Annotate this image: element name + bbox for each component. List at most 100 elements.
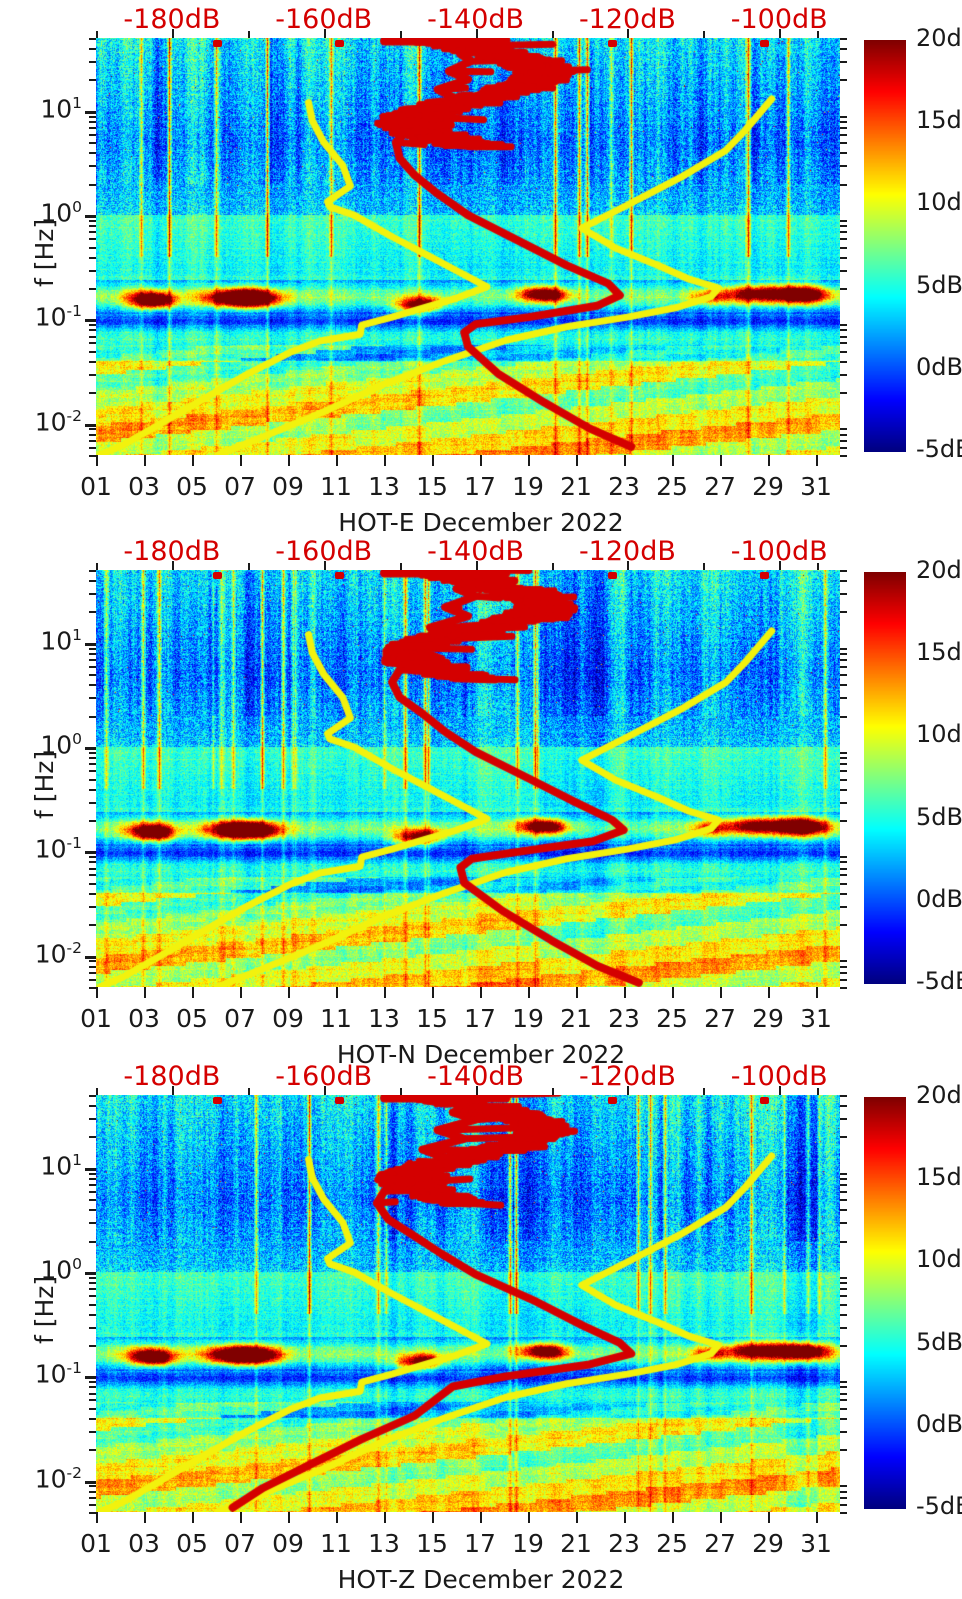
y-axis-minor-tick-right (840, 1276, 847, 1279)
y-axis-tick-label: 10-1 (35, 1359, 82, 1388)
y-axis-minor-tick (89, 61, 96, 64)
x-axis-tick-label: 05 (176, 472, 208, 501)
colorbar (864, 572, 906, 984)
x-axis-tick (672, 1512, 674, 1523)
y-axis-minor-tick (89, 1276, 96, 1279)
y-axis-minor-tick (89, 788, 96, 791)
top-axis-db-label: -100dB (730, 4, 828, 35)
x-axis-tick-label: 27 (704, 472, 736, 501)
y-axis-minor-tick-right (840, 924, 847, 927)
y-axis-minor-tick (89, 1512, 96, 1514)
colorbar-tick-label: 10dB (916, 720, 962, 749)
y-axis-minor-tick-right (840, 1490, 847, 1493)
top-axis-tick (627, 1086, 630, 1095)
x-axis-tick (96, 987, 98, 998)
y-axis-minor-tick (89, 593, 96, 596)
x-axis-tick (768, 1512, 770, 1523)
y-axis-minor-tick (89, 1386, 96, 1389)
y-tick-exponent: -1 (66, 834, 82, 853)
y-axis-minor-tick (89, 133, 96, 136)
x-axis-tick (336, 987, 338, 998)
y-axis-minor-tick (89, 165, 96, 168)
spectrogram-image-n (96, 570, 840, 987)
x-axis-tick-label: 11 (320, 472, 352, 501)
y-axis-minor-tick-right (840, 1386, 847, 1389)
y-axis-minor-tick-right (840, 987, 847, 989)
y-axis-minor-tick (89, 219, 96, 222)
x-axis-tick-label: 27 (704, 1529, 736, 1558)
x-axis-tick-label: 25 (656, 1004, 688, 1033)
y-tick-base: 10 (34, 1463, 67, 1493)
y-axis-minor-tick-right (840, 1417, 847, 1420)
top-axis-marker-dot (213, 1097, 223, 1104)
x-axis-tick (816, 987, 818, 998)
y-axis-minor-tick (89, 246, 96, 249)
y-axis-minor-tick-right (840, 882, 847, 885)
top-axis-tick (323, 29, 326, 38)
x-axis-tick-label: 23 (608, 1529, 640, 1558)
x-axis-tick-label: 15 (416, 472, 448, 501)
y-tick-base: 10 (34, 1359, 67, 1389)
y-axis-minor-tick (89, 433, 96, 436)
y-axis-minor-tick-right (840, 1449, 847, 1452)
y-axis-minor-tick-right (840, 1313, 847, 1316)
x-axis-tick (528, 987, 530, 998)
y-axis-major-tick (85, 1376, 96, 1380)
y-axis-minor-tick-right (840, 61, 847, 64)
x-axis-tick-label: 23 (608, 1004, 640, 1033)
y-axis-minor-tick (89, 819, 96, 822)
x-axis-tick (720, 987, 722, 998)
x-axis-tick (432, 1512, 434, 1523)
y-axis-minor-tick-right (840, 652, 847, 655)
top-axis-db-label: -160dB (275, 4, 373, 35)
panel-title-n: HOT-N December 2022 (336, 1040, 626, 1069)
x-axis-tick (336, 1512, 338, 1523)
top-axis-tick (779, 29, 782, 38)
y-axis-minor-tick (89, 1490, 96, 1493)
y-axis-minor-tick-right (840, 1172, 847, 1175)
y-axis-minor-tick (89, 960, 96, 963)
top-axis-marker-dot (760, 1097, 770, 1104)
panel-title-z: HOT-Z December 2022 (337, 1565, 625, 1594)
y-tick-base: 10 (40, 626, 73, 656)
y-axis-minor-tick-right (840, 1095, 847, 1097)
y-axis-minor-tick (89, 1417, 96, 1420)
y-axis-minor-tick (89, 142, 96, 145)
y-axis-tick-label: 10-1 (35, 302, 82, 331)
y-axis-minor-tick-right (840, 778, 847, 781)
y-tick-base: 10 (40, 94, 73, 124)
colorbar-tick-label: 5dB (916, 270, 962, 299)
y-axis-tick-label: 10-2 (35, 1464, 82, 1493)
y-tick-base: 10 (34, 938, 67, 968)
y-axis-minor-tick-right (840, 971, 847, 974)
y-axis-minor-tick-right (840, 256, 847, 259)
colorbar-tick-label: 0dB (916, 1409, 962, 1438)
y-axis-minor-tick-right (840, 1209, 847, 1212)
y-axis-minor-tick (89, 715, 96, 718)
y-axis-minor-tick (89, 611, 96, 614)
top-axis-minor-tick (247, 31, 250, 38)
x-axis-tick (768, 987, 770, 998)
y-tick-base: 10 (40, 198, 73, 228)
x-axis-tick (528, 455, 530, 466)
y-axis-minor-tick (89, 231, 96, 234)
y-tick-base: 10 (34, 302, 67, 332)
top-axis-minor-tick (551, 31, 554, 38)
y-axis-minor-tick (89, 269, 96, 272)
y-axis-minor-tick (89, 38, 96, 40)
y-axis-tick-label: 10-2 (35, 939, 82, 968)
y-axis-minor-tick (89, 647, 96, 650)
y-axis-minor-tick-right (840, 757, 847, 760)
y-axis-minor-tick-right (840, 1344, 847, 1347)
x-axis-tick-label: 17 (464, 1004, 496, 1033)
top-axis-tick (475, 561, 478, 570)
x-axis-tick-label: 05 (176, 1004, 208, 1033)
top-axis-tick (627, 561, 630, 570)
y-axis-minor-tick-right (840, 867, 847, 870)
top-axis-db-label: -160dB (275, 1061, 373, 1092)
y-axis-minor-tick-right (840, 770, 847, 773)
x-axis-tick (624, 1512, 626, 1523)
x-axis-tick (576, 455, 578, 466)
y-axis-minor-tick-right (840, 1407, 847, 1410)
